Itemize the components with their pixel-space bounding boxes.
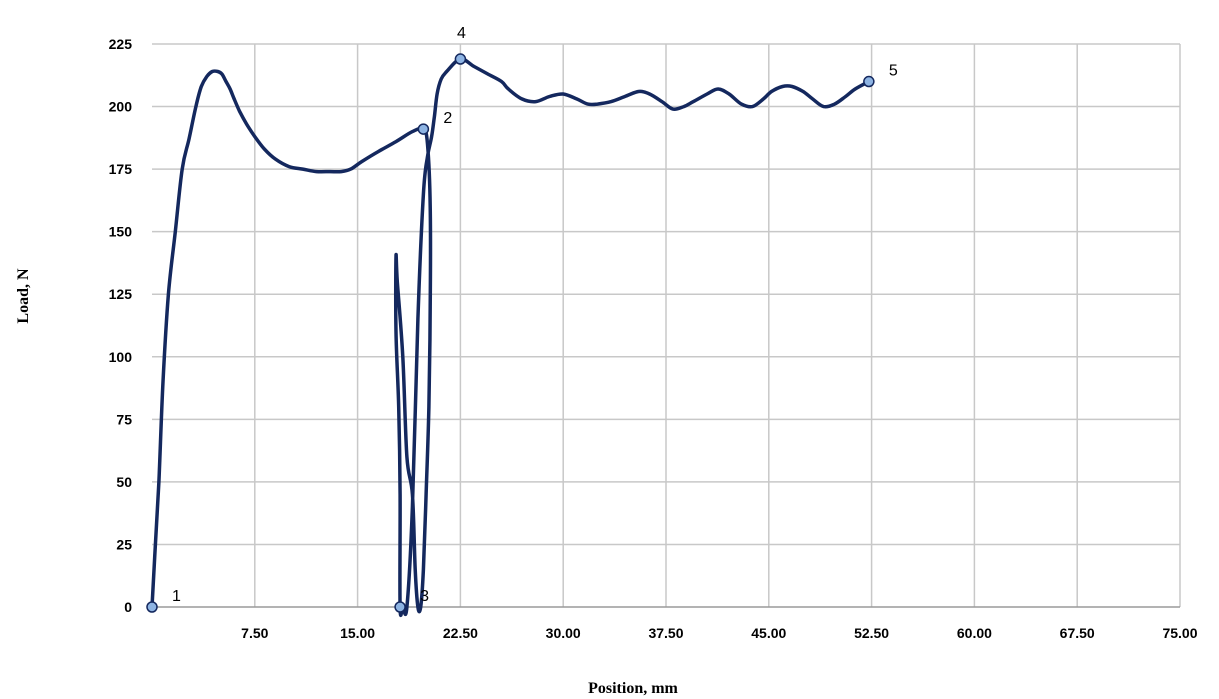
- point-marker: [455, 54, 465, 64]
- x-tick-label: 30.00: [546, 625, 581, 641]
- y-tick-label: 100: [109, 349, 133, 365]
- point-marker: [395, 602, 405, 612]
- y-tick-label: 175: [109, 161, 133, 177]
- y-tick-label: 50: [116, 474, 132, 490]
- point-label: 1: [172, 588, 181, 605]
- x-tick-label: 75.00: [1162, 625, 1197, 641]
- y-axis-title: Load, N: [15, 268, 32, 324]
- y-tick-label: 75: [116, 411, 132, 427]
- point-marker: [864, 77, 874, 87]
- x-tick-label: 15.00: [340, 625, 375, 641]
- series-line: [152, 59, 869, 615]
- y-tick-label: 0: [124, 599, 132, 615]
- point-marker: [147, 602, 157, 612]
- x-tick-label: 22.50: [443, 625, 478, 641]
- point-label: 3: [420, 588, 429, 605]
- y-tick-label: 225: [109, 36, 133, 52]
- y-tick-label: 200: [109, 99, 133, 115]
- gridlines: [152, 44, 1180, 607]
- point-markers: 1 2 3 4 5: [147, 25, 898, 612]
- point-label: 4: [457, 25, 466, 42]
- x-tick-label: 45.00: [751, 625, 786, 641]
- x-tick-label: 60.00: [957, 625, 992, 641]
- y-tick-label: 150: [109, 224, 133, 240]
- x-tick-label: 7.50: [241, 625, 268, 641]
- x-tick-label: 67.50: [1060, 625, 1095, 641]
- point-label: 2: [443, 110, 452, 127]
- y-tick-label: 25: [116, 536, 132, 552]
- y-tick-label: 125: [109, 286, 133, 302]
- data-series: [152, 59, 869, 615]
- x-tick-label: 37.50: [648, 625, 683, 641]
- x-tick-label: 52.50: [854, 625, 889, 641]
- x-axis-title: Position, mm: [588, 680, 678, 697]
- point-marker: [418, 124, 428, 134]
- point-label: 5: [889, 63, 898, 80]
